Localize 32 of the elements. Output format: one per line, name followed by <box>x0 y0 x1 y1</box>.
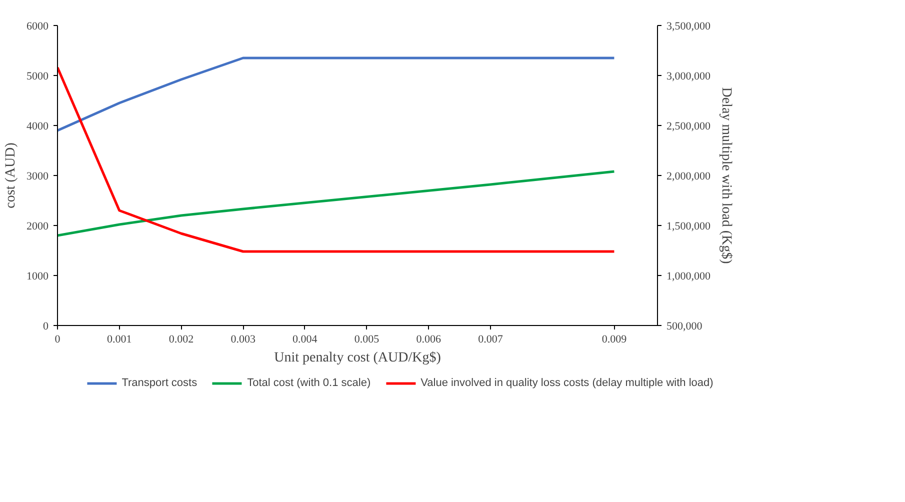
line-series <box>58 56 616 132</box>
legend-label: Value involved in quality loss costs (delay multiple with load) <box>420 377 714 389</box>
line-series <box>58 170 616 237</box>
y2-tick-label: 500,000 <box>666 320 703 332</box>
x-tick-label: 0.007 <box>478 334 504 346</box>
y-axis-title: cost (AUD) <box>4 142 18 208</box>
legend-label: Transport costs <box>122 377 198 389</box>
x-tick-label: 0 <box>54 334 61 346</box>
x-tick-label: 0.005 <box>354 334 380 346</box>
y-tick-label: 3000 <box>26 170 49 182</box>
x-tick-label: 0.001 <box>106 334 132 346</box>
y2-tick-label: 1,500,000 <box>666 220 711 232</box>
y-tick-label: 5000 <box>26 70 49 82</box>
x-tick-label: 0.009 <box>602 334 628 346</box>
line-series <box>58 66 616 253</box>
y2-tick-label: 3,000,000 <box>666 70 711 82</box>
x-tick-label: 0.004 <box>292 334 318 346</box>
y2-axis-title: Delay multiple with load (Kg$) <box>718 87 734 264</box>
y2-tick-label: 3,500,000 <box>666 20 711 32</box>
y-tick-label: 2000 <box>26 220 49 232</box>
x-tick-label: 0.003 <box>230 334 256 346</box>
y2-tick-label: 2,500,000 <box>666 120 711 132</box>
x-axis-title: Unit penalty cost (AUD/Kg$) <box>274 350 442 366</box>
x-tick-label: 0.006 <box>416 334 442 346</box>
y-tick-label: 4000 <box>26 120 49 132</box>
x-tick-label: 0.002 <box>168 334 194 346</box>
legend-label: Total cost (with 0.1 scale) <box>247 377 371 389</box>
y-tick-label: 1000 <box>26 270 49 282</box>
y-tick-label: 0 <box>43 320 49 332</box>
y2-tick-label: 2,000,000 <box>666 170 711 182</box>
y-tick-label: 6000 <box>26 20 49 32</box>
y2-tick-label: 1,000,000 <box>666 270 711 282</box>
